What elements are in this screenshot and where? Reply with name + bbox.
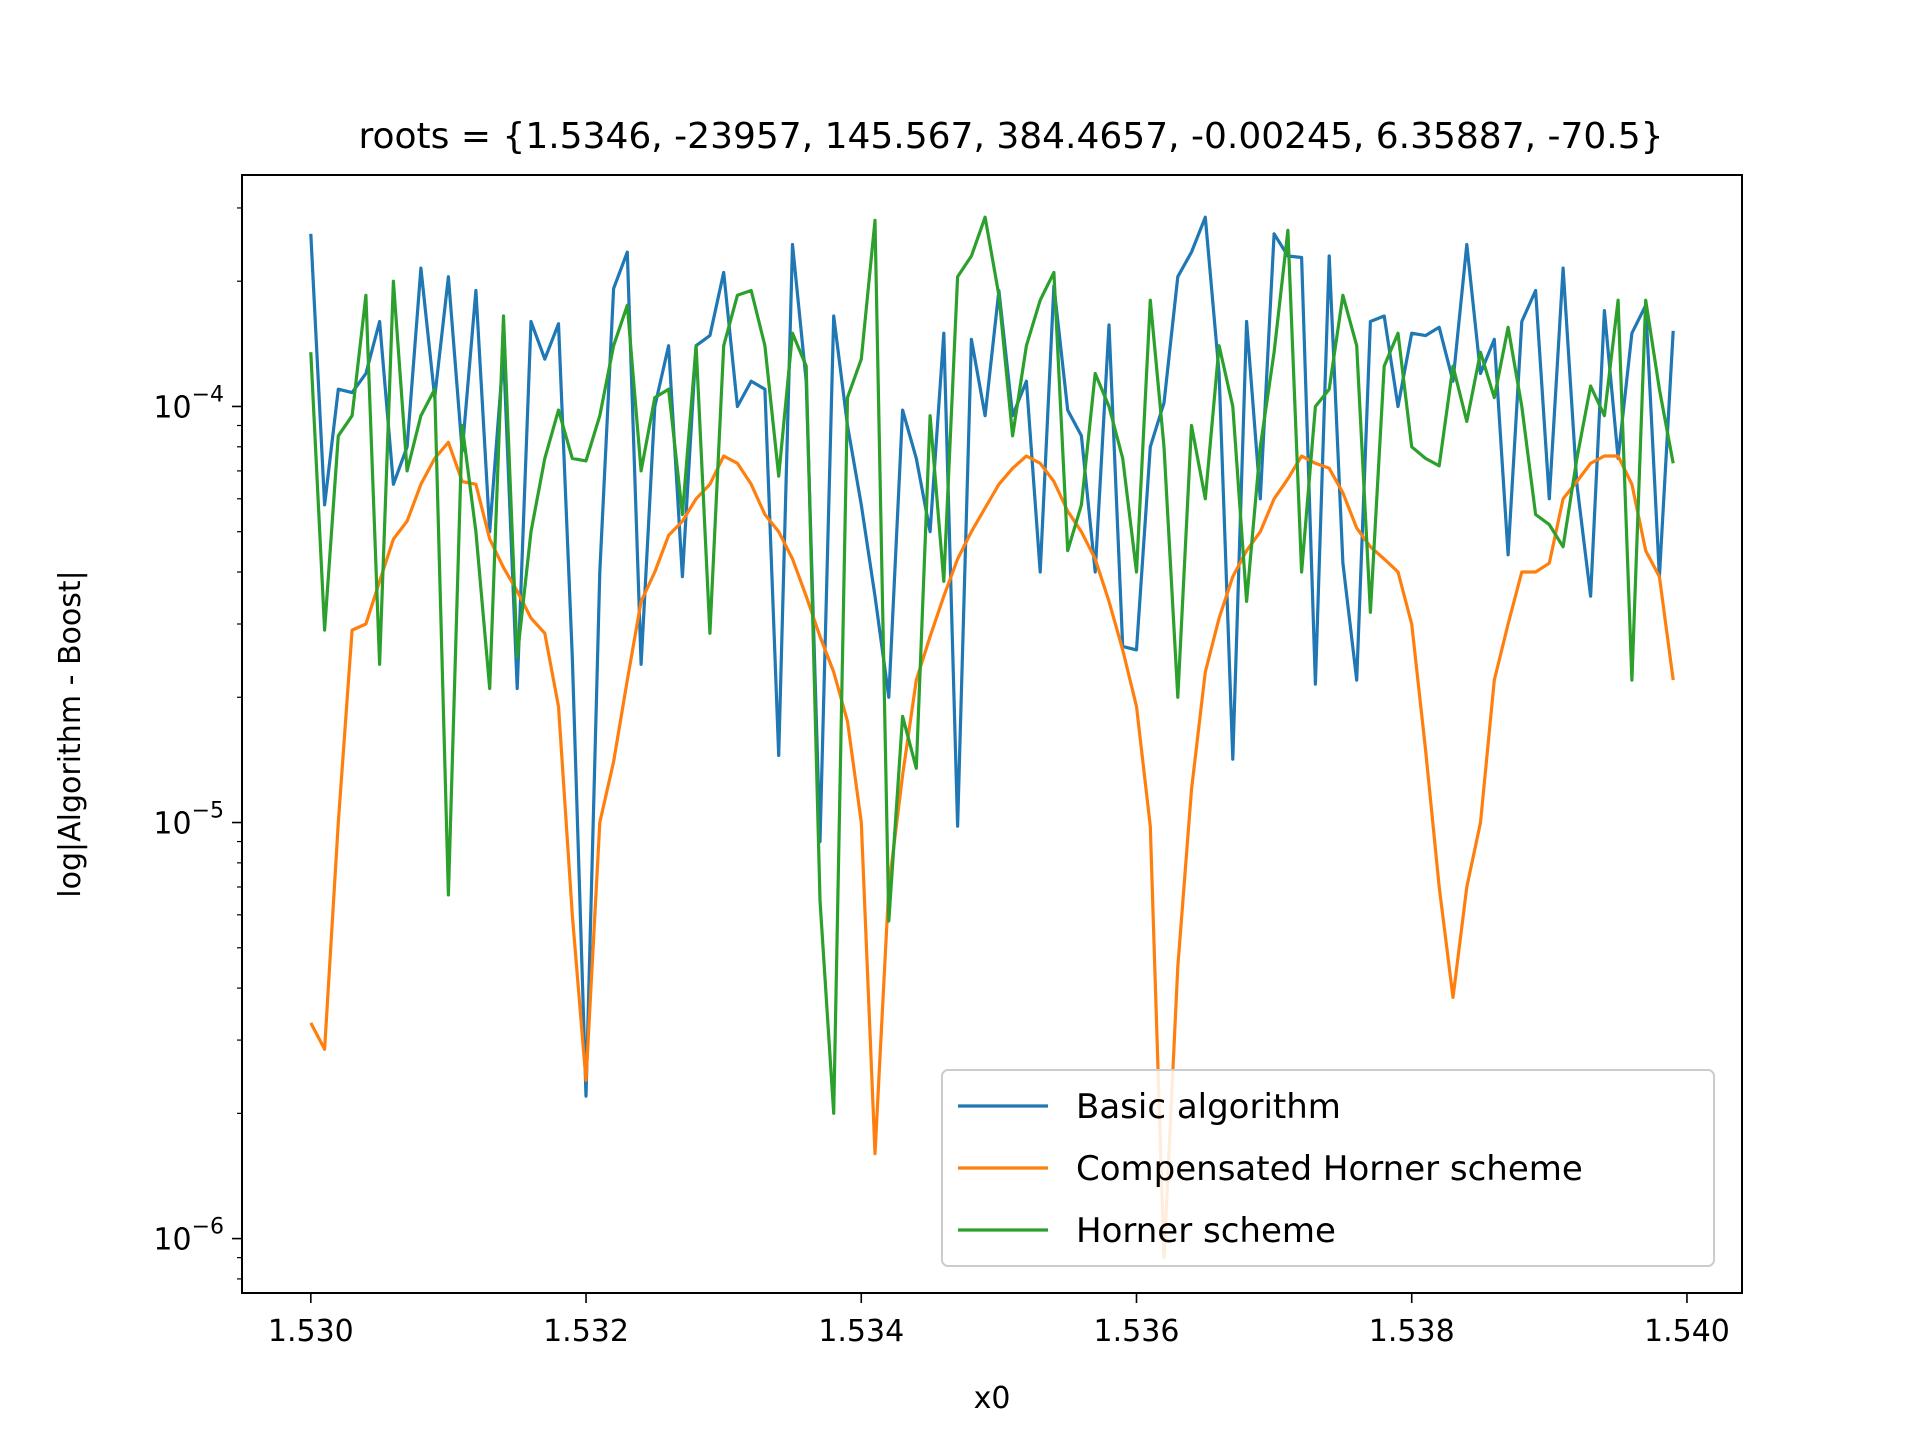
plot-frame xyxy=(241,174,1743,1294)
y-axis: 10−6 10−5 10−4 xyxy=(153,207,242,1280)
x-tick-label: 1.536 xyxy=(1094,1314,1180,1349)
x-tick-label: 1.532 xyxy=(543,1314,629,1349)
y-axis-label: log|Algorithm - Boost| xyxy=(53,570,88,897)
x-axis: 1.530 1.532 1.534 1.536 1.538 1.540 xyxy=(268,1293,1730,1349)
x-axis-label: x0 xyxy=(974,1381,1011,1416)
legend-label-1: Compensated Horner scheme xyxy=(1076,1149,1583,1189)
x-tick-label: 1.540 xyxy=(1644,1314,1730,1349)
series-line-1 xyxy=(309,440,1675,1260)
series-line-0 xyxy=(309,215,1675,1098)
x-tick-label: 1.538 xyxy=(1369,1314,1455,1349)
legend-label-2: Horner scheme xyxy=(1076,1211,1336,1251)
chart-title: roots = {1.5346, -23957, 145.567, 384.46… xyxy=(358,116,1663,157)
legend: Basic algorithm Compensated Horner scheme… xyxy=(941,1069,1715,1267)
legend-label-0: Basic algorithm xyxy=(1076,1087,1341,1127)
legend-box xyxy=(941,1069,1715,1267)
x-tick-label: 1.534 xyxy=(818,1314,904,1349)
y-tick-label: 10−5 xyxy=(153,799,224,842)
plot-lines xyxy=(309,215,1675,1260)
x-tick-label: 1.530 xyxy=(268,1314,354,1349)
y-tick-label: 10−6 xyxy=(153,1215,224,1258)
series-line-2 xyxy=(309,215,1675,1115)
y-tick-label: 10−4 xyxy=(153,382,224,425)
